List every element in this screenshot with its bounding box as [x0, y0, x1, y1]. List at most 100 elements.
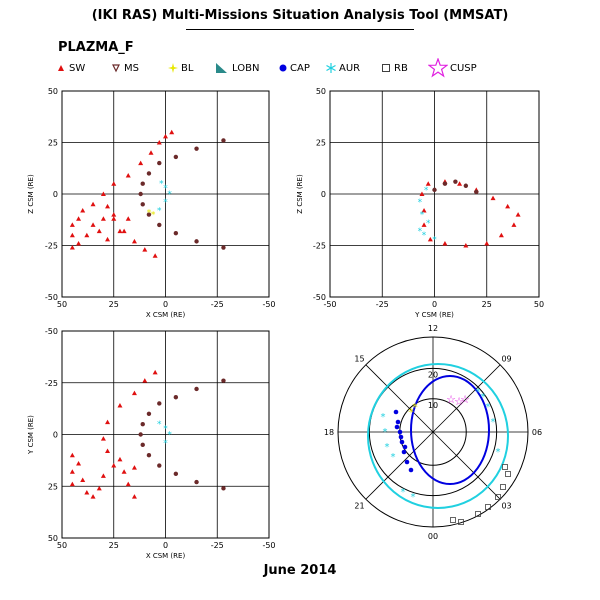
data-point-sw — [142, 247, 148, 252]
data-point-sw — [76, 460, 82, 466]
y-tick-label: 0 — [321, 190, 326, 199]
data-point-ms — [194, 386, 199, 392]
data-point-sw — [105, 419, 111, 425]
data-point-sw — [69, 222, 75, 227]
chart-panel-3: 50 25 0 -25 -50 -50 -25 0 25 50 X CSM (RE) Y CSM (R… — [27, 327, 276, 560]
data-point-cap — [408, 467, 414, 473]
data-point-sw — [490, 195, 496, 201]
data-point-sw — [84, 489, 90, 495]
data-point-sw — [498, 232, 504, 238]
data-point-sw — [80, 207, 86, 213]
data-point-ms — [173, 395, 179, 400]
x-tick-label: -50 — [262, 541, 275, 550]
plot-marks: ******* — [418, 179, 521, 248]
data-point-rb — [502, 464, 508, 470]
y-tick-label: -25 — [45, 242, 58, 251]
data-point-sw — [80, 477, 86, 483]
data-point-sw — [425, 181, 431, 186]
data-point-sw — [76, 240, 82, 246]
data-point-cap — [404, 459, 410, 465]
legend-label-bl: BL — [181, 63, 194, 74]
legend-label-cusp: CUSP — [450, 63, 477, 74]
data-point-ms — [173, 230, 179, 236]
x-tick-label: -25 — [211, 300, 224, 309]
data-point-bl: * — [412, 401, 418, 414]
data-point-sw — [148, 150, 154, 155]
data-point-cap — [393, 409, 399, 415]
legend-label-rb: RB — [394, 63, 408, 74]
x-tick-label: -50 — [323, 300, 336, 309]
data-point-aur: * — [491, 417, 496, 428]
data-point-aur: * — [486, 402, 491, 413]
data-point-ms — [140, 421, 145, 427]
x-tick-label: 25 — [109, 541, 119, 550]
data-point-sw — [427, 236, 433, 242]
data-point-ms — [221, 486, 226, 491]
y-tick-label: -25 — [313, 242, 326, 251]
legend-label-ms: MS — [124, 63, 139, 74]
data-point-cap — [401, 449, 407, 455]
latitude-label: 20 — [428, 370, 438, 379]
data-point-aur: * — [432, 235, 437, 245]
data-point-sw — [105, 203, 111, 209]
chart-panel-2: -50 -25 0 25 50 50 25 0 -25 -50 Y CSM (RE) Z CSM (R… — [296, 87, 544, 319]
y-tick-label: -50 — [313, 293, 326, 302]
data-point-aur: * — [391, 452, 396, 463]
x-tick-label: 25 — [482, 300, 492, 309]
y-tick-label: 25 — [48, 139, 58, 148]
data-point-ms — [194, 479, 199, 485]
data-point-sw — [421, 222, 427, 227]
data-point-sw — [90, 201, 96, 207]
data-point-rb — [495, 494, 501, 500]
mlt-label: 21 — [354, 502, 364, 511]
data-point-ms — [138, 432, 143, 437]
data-point-sw — [117, 456, 123, 462]
mlt-label: 09 — [501, 354, 511, 363]
data-point-sw — [131, 390, 137, 396]
legend-symbol-sw-icon — [58, 65, 64, 71]
legend-symbol-ms-icon — [112, 64, 120, 73]
x-tick-label: 0 — [432, 300, 437, 309]
x-axis-label: Y CSM (RE) — [414, 311, 454, 319]
data-point-ms — [140, 202, 145, 207]
data-point-sw — [111, 463, 117, 468]
data-point-ms — [221, 378, 226, 383]
data-point-sw — [121, 228, 127, 234]
data-point-rb — [458, 519, 464, 525]
data-point-ms — [442, 181, 448, 186]
mlt-label: 12 — [428, 324, 438, 333]
data-point-aur: * — [381, 412, 386, 423]
polar-spoke — [365, 431, 434, 500]
data-point-sw — [69, 469, 75, 474]
legend-symbol-cusp-icon — [428, 58, 448, 78]
data-point-sw — [421, 207, 427, 213]
data-point-cap — [395, 419, 401, 425]
x-tick-label: 0 — [163, 541, 168, 550]
x-tick-label: 50 — [57, 541, 67, 550]
data-point-sw — [125, 172, 131, 178]
y-tick-label: 50 — [48, 87, 58, 96]
polar-spoke — [432, 431, 501, 500]
data-point-sw — [90, 494, 96, 499]
data-point-aur: * — [422, 231, 427, 241]
data-point-sw — [69, 245, 75, 250]
mission-name: PLAZMA_F — [58, 40, 134, 55]
mlt-label: 18 — [324, 428, 334, 437]
data-point-bl: * — [147, 209, 152, 219]
x-axis-label: X CSM (RE) — [146, 311, 186, 319]
data-point-sw — [125, 216, 131, 221]
data-point-sw — [76, 216, 82, 221]
data-point-sw — [505, 203, 511, 209]
data-point-sw — [96, 485, 102, 491]
data-point-sw — [117, 403, 123, 408]
data-point-ms — [194, 146, 199, 151]
data-point-sw — [69, 232, 75, 238]
plot-marks: ******* — [69, 129, 226, 258]
data-point-sw — [100, 216, 106, 221]
data-point-ms — [146, 453, 152, 458]
data-point-cap — [397, 429, 403, 435]
data-point-rb — [475, 511, 481, 517]
